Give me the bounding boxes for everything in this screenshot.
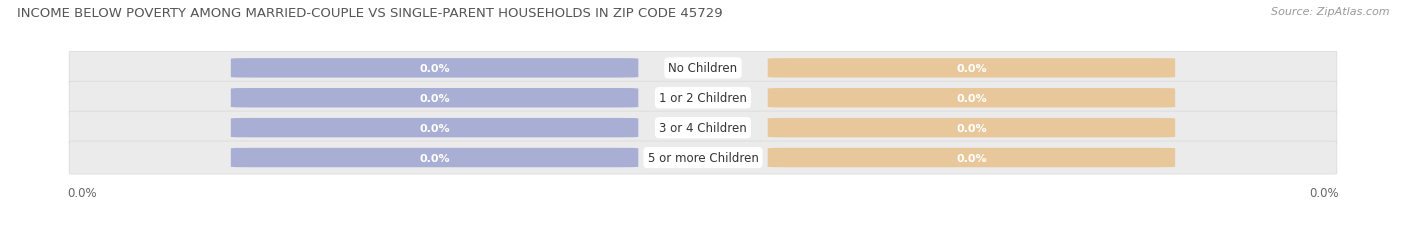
Text: 0.0%: 0.0% <box>956 64 987 73</box>
Text: No Children: No Children <box>668 62 738 75</box>
Text: 0.0%: 0.0% <box>419 153 450 163</box>
FancyBboxPatch shape <box>768 119 1175 138</box>
FancyBboxPatch shape <box>231 59 638 78</box>
Text: 0.0%: 0.0% <box>956 153 987 163</box>
Text: Source: ZipAtlas.com: Source: ZipAtlas.com <box>1271 7 1389 17</box>
FancyBboxPatch shape <box>69 141 1337 174</box>
FancyBboxPatch shape <box>768 59 1175 78</box>
FancyBboxPatch shape <box>768 89 1175 108</box>
Text: 0.0%: 0.0% <box>419 64 450 73</box>
Text: 0.0%: 0.0% <box>956 93 987 103</box>
Text: 0.0%: 0.0% <box>419 93 450 103</box>
Text: INCOME BELOW POVERTY AMONG MARRIED-COUPLE VS SINGLE-PARENT HOUSEHOLDS IN ZIP COD: INCOME BELOW POVERTY AMONG MARRIED-COUPL… <box>17 7 723 20</box>
Text: 0.0%: 0.0% <box>419 123 450 133</box>
FancyBboxPatch shape <box>231 148 638 167</box>
Text: 0.0%: 0.0% <box>956 123 987 133</box>
FancyBboxPatch shape <box>231 89 638 108</box>
FancyBboxPatch shape <box>69 52 1337 85</box>
FancyBboxPatch shape <box>231 119 638 138</box>
Text: 3 or 4 Children: 3 or 4 Children <box>659 122 747 134</box>
FancyBboxPatch shape <box>69 112 1337 145</box>
Text: 5 or more Children: 5 or more Children <box>648 151 758 164</box>
FancyBboxPatch shape <box>768 148 1175 167</box>
FancyBboxPatch shape <box>69 82 1337 115</box>
Text: 1 or 2 Children: 1 or 2 Children <box>659 92 747 105</box>
